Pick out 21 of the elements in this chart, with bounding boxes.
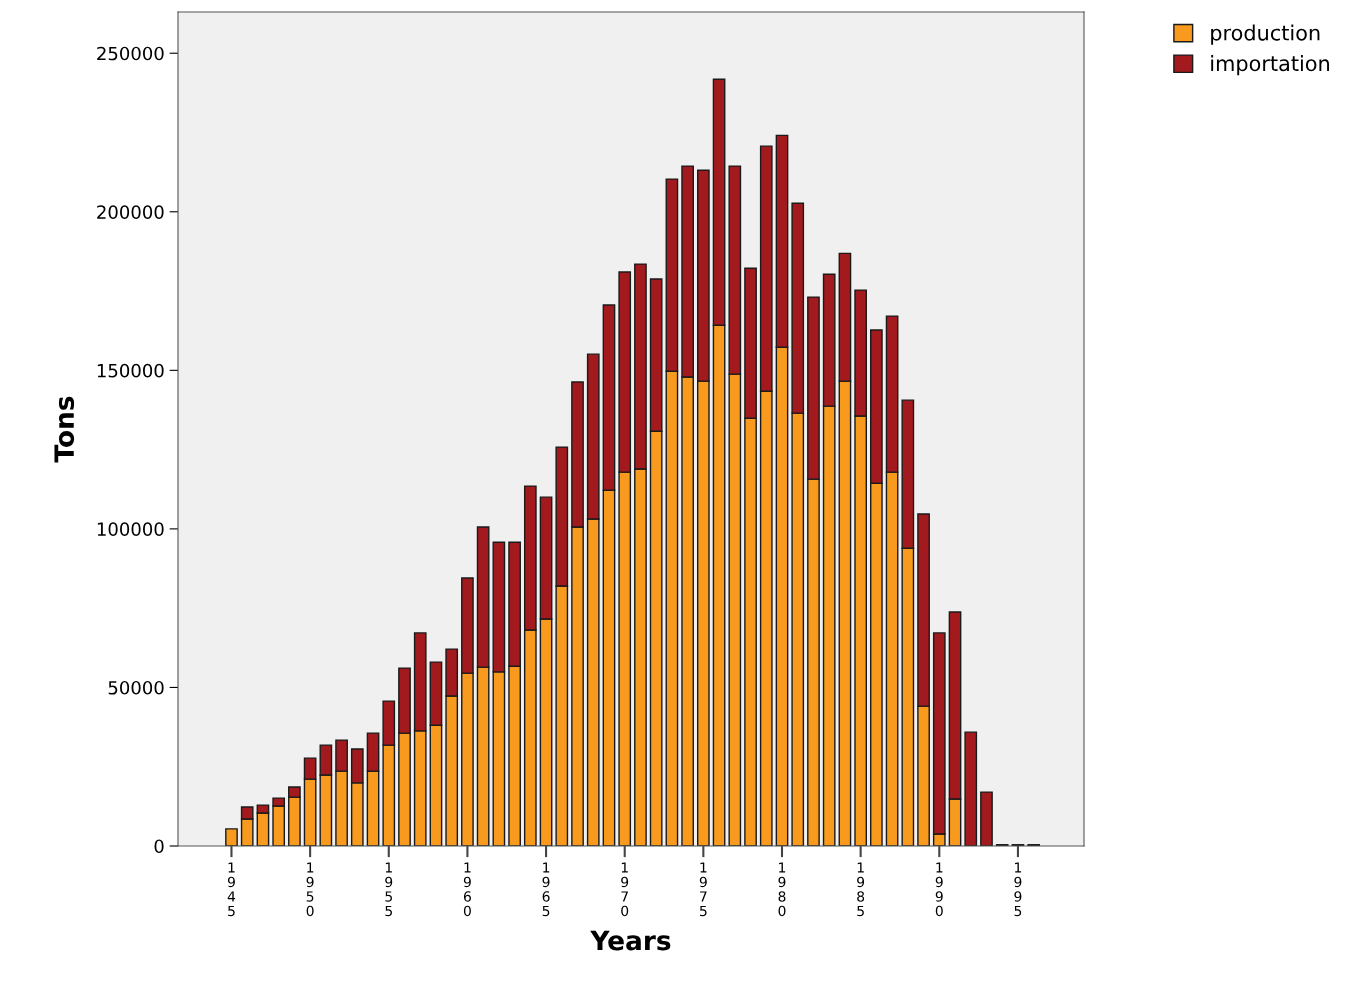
y-axis-title: Tons [54,396,75,463]
legend-label: production [1211,24,1320,45]
x-tick-label: 1955 [385,862,393,917]
x-tick-label: 1990 [935,862,943,917]
x-tick-label: 1970 [621,862,629,917]
x-tick-label: 1985 [857,862,865,917]
y-tick-label: 200000 [97,205,164,219]
x-axis-title: Years [590,930,671,951]
legend-label: importation [1211,55,1329,76]
y-tick-label: 0 [154,839,164,854]
y-tick-label: 50000 [108,680,164,695]
x-tick-label: 1995 [1014,862,1022,917]
x-tick-label: 1975 [699,862,707,917]
y-tick-label: 250000 [97,46,164,61]
y-tick-label: 150000 [97,363,164,378]
x-tick-label: 1950 [306,862,314,917]
x-tick-label: 1980 [778,862,786,917]
x-tick-label: 1945 [227,862,236,917]
x-tick-label: 1965 [542,862,550,917]
x-tick-label: 1960 [463,862,471,917]
y-tick-label: 100000 [97,522,164,537]
